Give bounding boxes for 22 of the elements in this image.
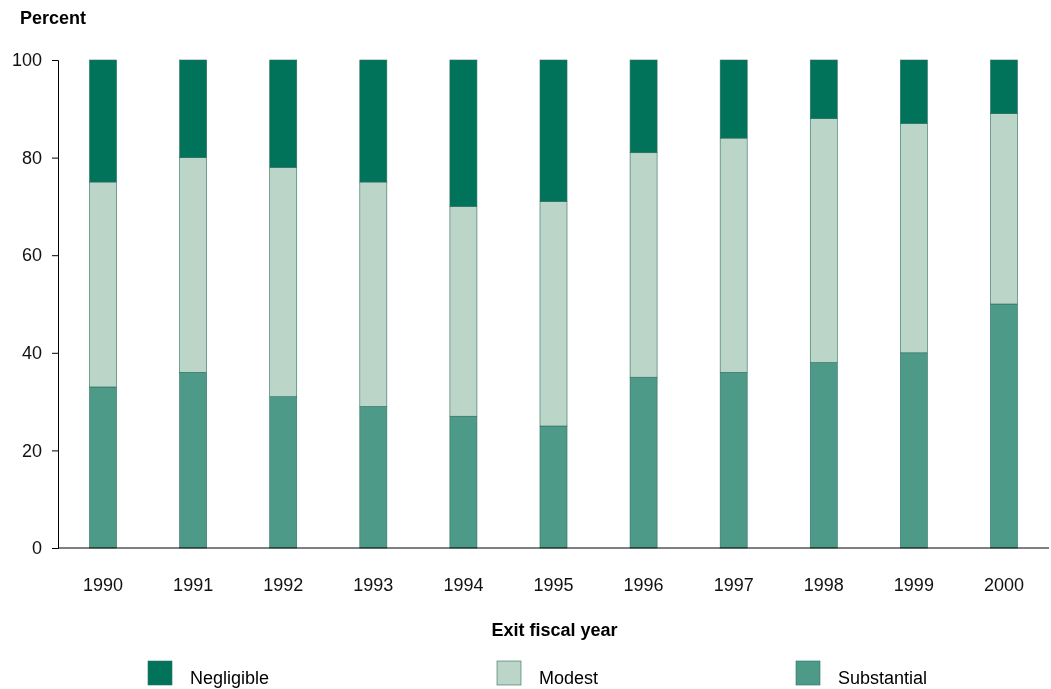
x-tick-label: 2000 — [983, 574, 1024, 595]
x-tick-label: 1994 — [443, 574, 484, 595]
x-tick-label: 1998 — [803, 574, 844, 595]
x-tick-label: 1996 — [623, 574, 664, 595]
x-tick-label: 1993 — [353, 574, 394, 595]
y-tick-label: 40 — [21, 343, 42, 364]
y-tick-label: 20 — [21, 440, 42, 461]
x-axis-title: Exit fiscal year — [491, 620, 618, 640]
x-tick-label: 1997 — [713, 574, 754, 595]
x-tick-label: 1999 — [893, 574, 934, 595]
y-tick-label: 100 — [11, 50, 42, 71]
x-tick-label: 1991 — [173, 574, 214, 595]
y-tick-label: 60 — [21, 245, 42, 266]
y-axis-title: Percent — [20, 8, 87, 28]
x-tick-label: 1995 — [533, 574, 574, 595]
y-tick-label: 0 — [31, 538, 42, 559]
x-tick-label: 1992 — [263, 574, 304, 595]
x-tick-label: 1990 — [83, 574, 124, 595]
legend-label: Negligible — [190, 668, 270, 688]
y-tick-label: 80 — [21, 147, 42, 168]
legend-label: Modest — [539, 668, 599, 688]
legend-label: Substantial — [838, 668, 928, 688]
